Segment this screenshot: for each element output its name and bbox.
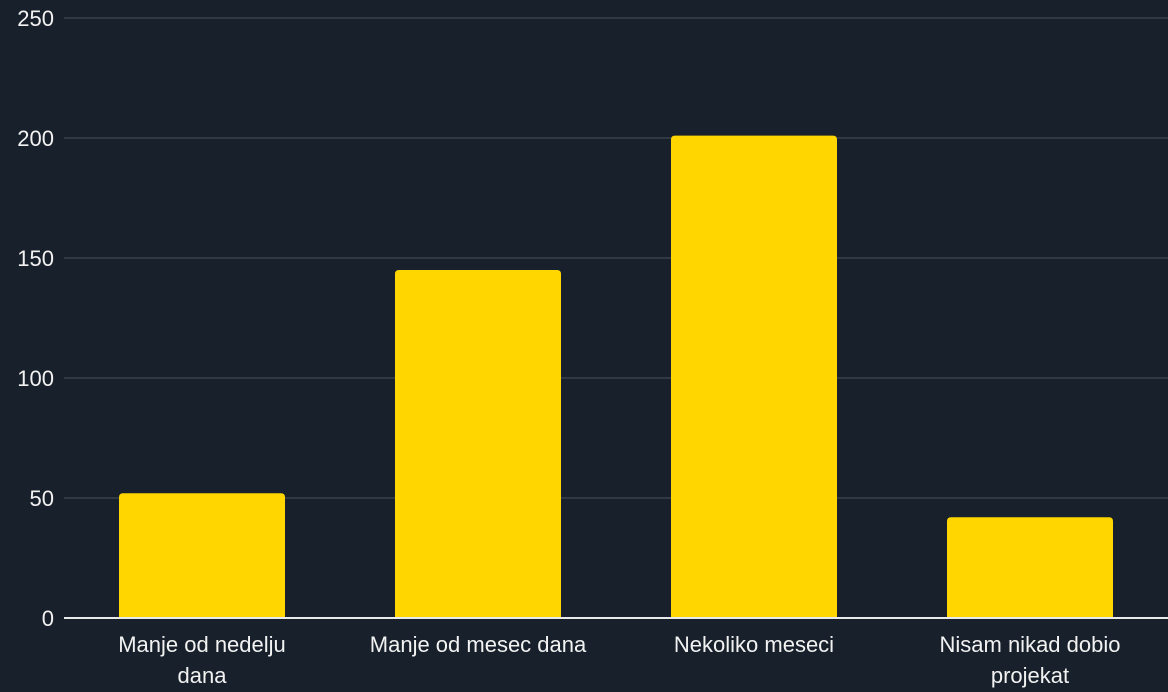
- x-tick-label: Manje od nedelju dana: [118, 632, 286, 688]
- y-tick-label: 150: [17, 246, 54, 271]
- x-tick-label: Nisam nikad dobio projekat: [940, 632, 1121, 688]
- y-tick-label: 100: [17, 366, 54, 391]
- x-tick-label: Nekoliko meseci: [674, 632, 834, 657]
- x-tick-label: Manje od mesec dana: [370, 632, 587, 657]
- y-tick-label: 200: [17, 126, 54, 151]
- bars: [119, 135, 1113, 618]
- bar-2: [395, 270, 561, 618]
- y-tick-label: 250: [17, 6, 54, 31]
- y-tick-label: 0: [42, 606, 54, 631]
- bar-1: [119, 493, 285, 618]
- y-tick-label: 50: [30, 486, 54, 511]
- bar-4: [947, 517, 1113, 618]
- category-labels: Manje od nedelju dana Manje od mesec dana N…: [118, 632, 1120, 688]
- grid-lines: [64, 17, 1168, 499]
- bar-3: [671, 135, 837, 618]
- y-tick-labels: 0 50 100 150 200 250: [17, 6, 54, 631]
